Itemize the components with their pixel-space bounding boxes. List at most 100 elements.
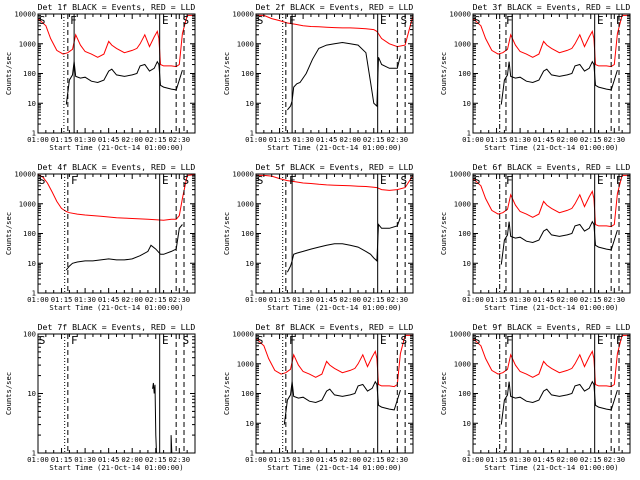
x-tick-label: 02:30 bbox=[603, 295, 625, 304]
x-tick-label: 01:15 bbox=[486, 295, 508, 304]
x-tick-label: 02:15 bbox=[145, 135, 167, 144]
chart-title: Det 1f BLACK = Events, RED = LLD bbox=[38, 2, 196, 12]
x-tick-label: 01:00 bbox=[27, 135, 49, 144]
chart-title: Det 6f BLACK = Events, RED = LLD bbox=[473, 162, 631, 172]
x-tick-label: 02:15 bbox=[145, 295, 167, 304]
y-tick-label: 1 bbox=[467, 449, 471, 458]
x-tick-label: 01:00 bbox=[462, 295, 484, 304]
phase-marker-label: E bbox=[380, 174, 387, 187]
x-tick-label: 01:00 bbox=[27, 455, 49, 464]
y-tick-label: 100 bbox=[23, 330, 36, 339]
phase-marker-label: E bbox=[162, 334, 169, 347]
x-tick-label: 01:15 bbox=[269, 135, 291, 144]
x-tick-label: 02:30 bbox=[386, 295, 408, 304]
x-tick-label: 02:30 bbox=[168, 135, 190, 144]
phase-marker-label: E bbox=[380, 14, 387, 27]
y-tick-label: 1 bbox=[32, 129, 36, 138]
x-tick-label: 01:15 bbox=[269, 455, 291, 464]
y-tick-label: 1 bbox=[467, 289, 471, 298]
x-tick-label: 01:45 bbox=[316, 135, 338, 144]
x-tick-label: 01:45 bbox=[316, 455, 338, 464]
x-axis-label: Start Time (21-Oct-14 01:00:00) bbox=[267, 143, 401, 152]
phase-marker-label: S bbox=[182, 174, 189, 187]
y-tick-label: 10000 bbox=[449, 10, 471, 19]
y-axis-label: Counts/sec bbox=[439, 212, 448, 255]
phase-marker-label: S bbox=[257, 334, 264, 347]
x-axis-label: Start Time (21-Oct-14 01:00:00) bbox=[484, 463, 618, 472]
events-series-line bbox=[287, 41, 401, 111]
x-tick-label: 02:30 bbox=[168, 295, 190, 304]
x-tick-label: 02:30 bbox=[386, 135, 408, 144]
x-tick-label: 02:00 bbox=[121, 295, 143, 304]
lld-series-line bbox=[473, 334, 630, 388]
phase-marker-label: F bbox=[289, 14, 296, 27]
x-tick-label: 01:00 bbox=[245, 135, 267, 144]
lld-series-line bbox=[38, 174, 195, 221]
y-tick-label: 1 bbox=[467, 129, 471, 138]
y-tick-label: 1 bbox=[32, 449, 36, 458]
chart-title: Det 2f BLACK = Events, RED = LLD bbox=[256, 2, 414, 12]
x-tick-label: 02:15 bbox=[363, 455, 385, 464]
y-tick-label: 1000 bbox=[19, 199, 36, 208]
chart-title: Det 5f BLACK = Events, RED = LLD bbox=[256, 162, 414, 172]
phase-marker-label: F bbox=[506, 174, 513, 187]
x-tick-label: 01:15 bbox=[486, 455, 508, 464]
y-tick-label: 10 bbox=[462, 419, 471, 428]
plot-frame bbox=[472, 173, 631, 294]
x-tick-label: 01:45 bbox=[98, 295, 120, 304]
phase-marker-label: S bbox=[39, 174, 46, 187]
x-tick-label: 02:30 bbox=[168, 455, 190, 464]
x-axis-label: Start Time (21-Oct-14 01:00:00) bbox=[267, 303, 401, 312]
phase-marker-label: E bbox=[162, 174, 169, 187]
phase-marker-label: F bbox=[616, 174, 623, 187]
x-tick-label: 01:00 bbox=[245, 295, 267, 304]
lld-series-line bbox=[256, 14, 413, 48]
y-tick-label: 100 bbox=[23, 69, 36, 78]
phase-marker-label: F bbox=[506, 14, 513, 27]
phase-marker-label: S bbox=[474, 14, 481, 27]
y-tick-label: 1000 bbox=[19, 39, 36, 48]
y-axis-label: Counts/sec bbox=[4, 52, 13, 95]
y-axis-label: Counts/sec bbox=[222, 212, 231, 255]
x-tick-label: 01:30 bbox=[74, 455, 96, 464]
y-axis-label: Counts/sec bbox=[439, 52, 448, 95]
events-series-line bbox=[283, 380, 401, 425]
x-tick-label: 02:15 bbox=[145, 455, 167, 464]
x-tick-label: 02:30 bbox=[603, 455, 625, 464]
x-axis-label: Start Time (21-Oct-14 01:00:00) bbox=[267, 463, 401, 472]
y-tick-label: 100 bbox=[241, 69, 254, 78]
phase-marker-label: F bbox=[616, 334, 623, 347]
y-tick-label: 1000 bbox=[454, 199, 471, 208]
x-tick-label: 02:00 bbox=[556, 295, 578, 304]
events-series-line bbox=[170, 435, 173, 453]
x-tick-label: 02:15 bbox=[363, 135, 385, 144]
y-tick-label: 1 bbox=[250, 129, 254, 138]
phase-marker-label: S bbox=[39, 14, 46, 27]
phase-marker-label: S bbox=[474, 334, 481, 347]
y-tick-label: 10 bbox=[27, 99, 36, 108]
x-tick-label: 01:15 bbox=[486, 135, 508, 144]
x-tick-label: 01:45 bbox=[98, 135, 120, 144]
x-tick-label: 01:30 bbox=[509, 455, 531, 464]
x-tick-label: 01:30 bbox=[292, 455, 314, 464]
x-tick-label: 01:00 bbox=[245, 455, 267, 464]
y-tick-label: 100 bbox=[241, 229, 254, 238]
x-tick-label: 01:00 bbox=[462, 455, 484, 464]
phase-marker-label: E bbox=[162, 14, 169, 27]
y-tick-label: 1000 bbox=[237, 359, 254, 368]
x-axis-label: Start Time (21-Oct-14 01:00:00) bbox=[49, 463, 183, 472]
x-tick-label: 02:00 bbox=[121, 135, 143, 144]
phase-marker-label: F bbox=[616, 14, 623, 27]
plot-frame bbox=[255, 333, 414, 454]
y-tick-label: 100 bbox=[23, 229, 36, 238]
y-tick-label: 100 bbox=[458, 229, 471, 238]
x-tick-label: 01:45 bbox=[533, 135, 555, 144]
y-axis-label: Counts/sec bbox=[222, 52, 231, 95]
